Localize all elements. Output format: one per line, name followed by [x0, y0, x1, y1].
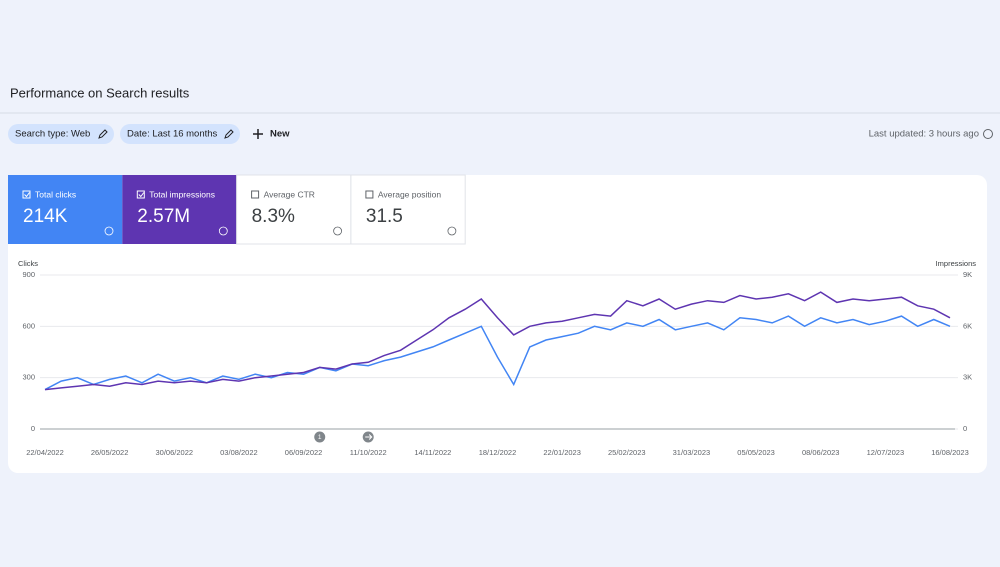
- metric-tile[interactable]: Total impressions 2.57M: [122, 175, 237, 244]
- x-tick-label: 05/05/2023: [737, 448, 775, 457]
- tile-bg: [8, 175, 123, 244]
- y2-tick-label: 6K: [963, 321, 972, 330]
- check: [138, 192, 145, 198]
- x-tick-label: 31/03/2023: [673, 448, 711, 457]
- series-line: [44, 315, 951, 391]
- metric-tile[interactable]: Average CTR 8.3%: [236, 174, 352, 245]
- annotation-arrow: [365, 434, 373, 440]
- metric-value: 2.57M: [137, 206, 190, 227]
- x-tick-label: 06/09/2022: [285, 448, 323, 457]
- x-tick-label: 16/08/2023: [931, 448, 969, 457]
- x-tick-label: 12/07/2023: [867, 448, 905, 457]
- help-icon[interactable]: [983, 129, 993, 139]
- annotation-marker: [314, 431, 326, 443]
- y-tick-label: 600: [22, 321, 35, 330]
- x-tick-label: 18/12/2022: [479, 448, 517, 457]
- filter-chip[interactable]: Search type: Web: [8, 124, 114, 144]
- checkbox: [22, 190, 31, 199]
- help-icon: [447, 226, 457, 236]
- metric-value: 31.5: [366, 206, 403, 227]
- metric-value: 214K: [23, 206, 68, 227]
- annotation[interactable]: [362, 431, 374, 443]
- series-line: [44, 291, 951, 391]
- x-tick-label: 30/06/2022: [156, 448, 194, 457]
- x-tick-label: 14/11/2022: [414, 448, 451, 457]
- metric-label: Average CTR: [264, 189, 315, 199]
- metric-label: Total impressions: [149, 189, 215, 199]
- y2-tick-label: 9K: [963, 270, 972, 279]
- filter-chip[interactable]: Date: Last 16 months: [120, 124, 240, 144]
- annotation-label: 1: [318, 434, 322, 441]
- x-tick-label: 26/05/2022: [91, 448, 129, 457]
- x-tick-label: 03/08/2022: [220, 448, 258, 457]
- x-tick-label: 22/01/2023: [543, 448, 581, 457]
- new-label: New: [270, 129, 290, 140]
- tile-bg: [122, 175, 237, 244]
- metric-label: Total clicks: [35, 189, 76, 199]
- y2-tick-label: 0: [963, 424, 967, 433]
- y-tick-label: 300: [22, 373, 35, 382]
- metric-value: 8.3%: [252, 206, 295, 227]
- x-tick-label: 22/04/2022: [26, 448, 64, 457]
- y-axis-title: Clicks: [18, 259, 38, 268]
- checkbox: [365, 190, 374, 199]
- y-tick-label: 900: [22, 270, 35, 279]
- metric-tile[interactable]: Average position 31.5: [350, 174, 466, 245]
- metric-label: Average position: [378, 189, 441, 199]
- check: [24, 192, 30, 198]
- y-tick-label: 0: [31, 424, 35, 433]
- checkbox: [251, 190, 260, 199]
- page-title: Performance on Search results: [10, 85, 190, 100]
- y2-axis-title: Impressions: [936, 259, 977, 268]
- help-icon: [333, 226, 343, 236]
- annotation[interactable]: 1: [314, 431, 326, 443]
- x-tick-label: 11/10/2022: [350, 448, 387, 457]
- card: [8, 175, 987, 473]
- new-button[interactable]: New: [253, 129, 290, 140]
- x-tick-label: 08/06/2023: [802, 448, 840, 457]
- tile-bg: [350, 174, 466, 245]
- chip-label: Date: Last 16 months: [127, 129, 218, 140]
- metric-tile[interactable]: Total clicks 214K: [8, 175, 123, 244]
- checkbox: [136, 190, 145, 199]
- y2-tick-label: 3K: [963, 373, 972, 382]
- chip-label: Search type: Web: [15, 129, 90, 140]
- help-icon: [218, 226, 228, 236]
- help-icon: [104, 226, 114, 236]
- x-tick-label: 25/02/2023: [608, 448, 646, 457]
- last-updated: Last updated: 3 hours ago: [869, 129, 979, 140]
